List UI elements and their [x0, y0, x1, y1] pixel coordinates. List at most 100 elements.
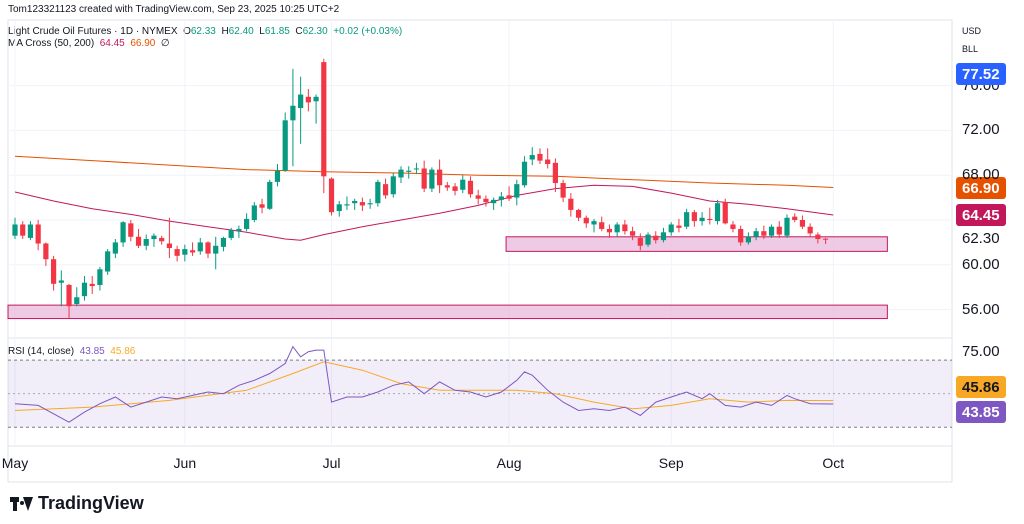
- candle-body: [344, 204, 350, 206]
- candle-body: [815, 234, 821, 240]
- candle-body: [668, 224, 674, 233]
- candle-body: [552, 162, 558, 184]
- candle: [514, 179, 520, 206]
- candle: [228, 227, 234, 241]
- rsi-legend: RSI (14, close) 43.85 45.86: [8, 346, 135, 357]
- candle-body: [823, 238, 829, 240]
- candle: [761, 225, 767, 240]
- candle-body: [27, 224, 34, 238]
- candle-body: [537, 153, 543, 161]
- candle: [174, 245, 180, 262]
- candle: [135, 228, 142, 248]
- price-label-56-00: 56.00: [962, 300, 1000, 318]
- rsi-ma-value: 45.86: [110, 346, 136, 357]
- candle: [166, 217, 172, 259]
- candle: [151, 233, 157, 247]
- candle: [529, 147, 535, 166]
- candle: [220, 236, 227, 252]
- price-label-66-90: 66.90: [956, 176, 1006, 199]
- candle-body: [745, 236, 751, 243]
- candle: [197, 237, 203, 255]
- candle: [120, 221, 126, 247]
- candle-body: [475, 195, 481, 199]
- candle-body: [761, 231, 767, 236]
- candle-body: [568, 198, 574, 210]
- candle-body: [637, 237, 643, 246]
- candle: [290, 68, 296, 167]
- candle-body: [722, 202, 728, 224]
- candle-body: [483, 198, 489, 203]
- candle: [128, 220, 134, 242]
- candle: [359, 197, 365, 212]
- candle: [236, 225, 242, 238]
- candle: [684, 208, 690, 229]
- rsi-line: [14, 345, 834, 423]
- candle: [159, 235, 165, 245]
- candle-body: [298, 94, 304, 108]
- month-label-sep: Sep: [658, 455, 684, 471]
- candle-body: [390, 176, 396, 195]
- candle-body: [498, 196, 504, 200]
- candle-body: [730, 224, 736, 229]
- candle-body: [189, 250, 196, 253]
- candle: [691, 209, 697, 227]
- candle-body: [467, 180, 474, 195]
- candle: [552, 158, 558, 192]
- currency-label: USD: [962, 26, 982, 36]
- candle: [105, 249, 111, 275]
- candle-body: [213, 245, 219, 254]
- candle: [336, 200, 342, 217]
- high-label: H: [221, 26, 229, 37]
- candle-body: [691, 212, 697, 222]
- price-label-72-00: 72.00: [962, 121, 1000, 139]
- candle: [676, 218, 682, 233]
- candle: [321, 58, 327, 194]
- candle-body: [622, 224, 628, 232]
- candle-body: [135, 236, 142, 246]
- candle-body: [251, 205, 257, 220]
- candle: [205, 241, 211, 259]
- support-zones: [7, 236, 888, 320]
- candle: [460, 175, 466, 194]
- candle-body: [166, 243, 172, 248]
- candle: [413, 162, 420, 175]
- month-label-may: May: [1, 455, 29, 471]
- candle: [606, 224, 613, 238]
- candle: [575, 208, 582, 222]
- candle-body: [491, 199, 497, 204]
- candle-body: [174, 249, 180, 256]
- candle-body: [382, 184, 389, 196]
- candle: [660, 227, 667, 243]
- ma50-value: 64.45: [99, 38, 125, 49]
- candle: [475, 189, 481, 205]
- price-label-64-45: 64.45: [956, 203, 1006, 226]
- candle-body: [529, 155, 535, 160]
- candle: [622, 220, 628, 235]
- candle: [143, 234, 149, 251]
- rsi-label-75-00: 75.00: [962, 342, 1000, 360]
- candle-body: [599, 222, 605, 229]
- month-label-aug: Aug: [496, 455, 522, 471]
- open-value: 62.33: [190, 26, 216, 37]
- candle: [560, 179, 566, 203]
- candle-body: [437, 169, 443, 186]
- chart-credit: Tom123321123 created with TradingView.co…: [8, 4, 340, 15]
- candle: [259, 198, 265, 214]
- candle-body: [714, 203, 721, 222]
- candle: [452, 183, 458, 196]
- candle: [89, 276, 95, 294]
- candle-body: [220, 237, 227, 247]
- candle-body: [776, 226, 782, 235]
- candle-body: [606, 228, 613, 233]
- price-label-62-30: 62.30: [962, 230, 1000, 248]
- candle-body: [66, 284, 72, 307]
- candle: [375, 179, 381, 207]
- support-zone-2: [505, 236, 888, 252]
- candle: [51, 255, 57, 291]
- candle: [305, 88, 311, 112]
- candle-body: [421, 168, 427, 189]
- candle-body: [699, 217, 705, 222]
- rsi-ma-line: [14, 361, 834, 411]
- candle: [823, 237, 829, 245]
- candle: [390, 172, 396, 198]
